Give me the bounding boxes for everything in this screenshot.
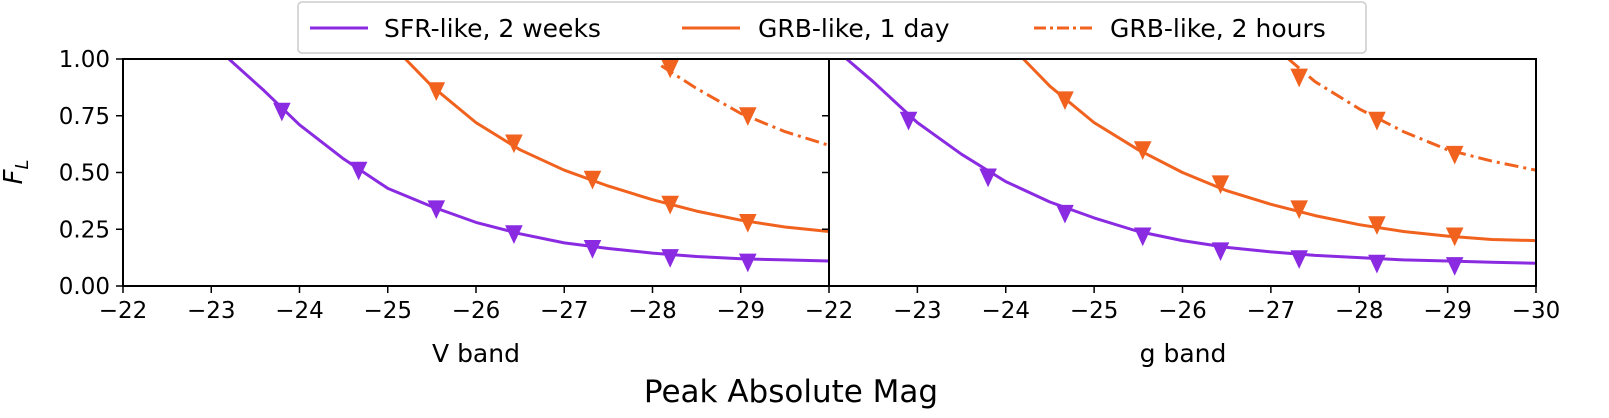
panel-label-v-band: V band [432, 339, 520, 368]
legend-box [297, 1, 1367, 54]
series-line-sfr-like-2-weeks [227, 59, 829, 263]
x-tick-label: −26 [1158, 298, 1207, 324]
x-tick-label: −25 [1070, 298, 1119, 324]
x-tick-label: −30 [1512, 298, 1561, 324]
data-marker-sfr-like-2-weeks [427, 200, 446, 219]
data-marker-grb-like-1-day [1133, 141, 1152, 160]
x-tick-label: −27 [540, 298, 589, 324]
data-marker-grb-like-2-hours [661, 59, 679, 79]
y-tick-label: 0.75 [59, 104, 110, 130]
x-tick-label: −29 [1423, 298, 1472, 324]
data-marker-sfr-like-2-weeks [273, 102, 291, 122]
data-marker-sfr-like-2-weeks [583, 240, 602, 259]
series-line-sfr-like-2-weeks [845, 59, 1536, 265]
y-axis-title: FL [0, 160, 33, 185]
data-marker-sfr-like-2-weeks [505, 225, 523, 244]
data-marker-grb-like-1-day [661, 195, 679, 215]
data-marker-grb-like-1-day [739, 213, 757, 233]
data-marker-grb-like-1-day [1056, 91, 1074, 111]
data-marker-sfr-like-2-weeks [1133, 227, 1152, 247]
data-marker-sfr-like-2-weeks [739, 253, 757, 273]
axes-frame [122, 58, 830, 287]
x-tick-label: −22 [805, 298, 854, 324]
series-line-grb-like-2-hours [1287, 59, 1536, 172]
data-marker-sfr-like-2-weeks [979, 168, 997, 188]
panel-v-band: −22 −23 −24 −25 −26 −27 −28 −29 0.00 0.25 0.50 0.75… [59, 47, 830, 324]
legend-label-sfr-2-weeks: SFR-like, 2 weeks [384, 14, 601, 43]
series-line-grb-like-2-hours [660, 64, 829, 147]
x-tick-label: −23 [187, 298, 236, 324]
x-tick-label: −23 [893, 298, 942, 324]
x-tick-label: −26 [452, 298, 501, 324]
x-tick-label: −28 [628, 298, 677, 324]
data-marker-grb-like-2-hours [1445, 145, 1464, 165]
x-tick-label: −24 [981, 298, 1030, 324]
series-line-grb-like-1-day [404, 59, 829, 233]
y-tick-label: 1.00 [59, 47, 110, 73]
legend: SFR-like, 2 weeks GRB-like, 1 day GRB-li… [297, 1, 1367, 54]
legend-label-grb-2-hours: GRB-like, 2 hours [1110, 14, 1326, 43]
x-tick-label: −28 [1335, 298, 1384, 324]
data-marker-grb-like-1-day [427, 82, 446, 101]
x-tick-label: −29 [716, 298, 765, 324]
data-marker-sfr-like-2-weeks [899, 111, 918, 131]
data-marker-grb-like-1-day [1368, 216, 1386, 235]
plot-area [845, 59, 1536, 276]
data-marker-sfr-like-2-weeks [1368, 254, 1386, 274]
data-marker-grb-like-2-hours [1290, 68, 1308, 88]
x-tick-label: −25 [363, 298, 412, 324]
y-tick-label: 0.50 [59, 161, 110, 187]
data-marker-grb-like-1-day [1211, 175, 1230, 195]
y-tick-label: 0.25 [59, 217, 110, 243]
data-marker-grb-like-1-day [1290, 200, 1308, 219]
data-marker-sfr-like-2-weeks [349, 161, 368, 181]
legend-label-grb-1-day: GRB-like, 1 day [758, 14, 950, 43]
data-marker-sfr-like-2-weeks [1290, 250, 1308, 269]
plot-area [227, 59, 829, 273]
data-marker-sfr-like-2-weeks [1211, 242, 1230, 261]
panel-g-band: −22 −23 −24 −25 −26 −27 −28 −29 −30 [805, 58, 1561, 324]
data-marker-grb-like-1-day [505, 134, 523, 154]
data-marker-grb-like-2-hours [1368, 111, 1386, 131]
data-marker-sfr-like-2-weeks [661, 249, 679, 268]
data-marker-sfr-like-2-weeks [1056, 204, 1074, 224]
data-marker-sfr-like-2-weeks [1445, 257, 1464, 276]
x-tick-label: −27 [1247, 298, 1296, 324]
x-tick-label: −24 [275, 298, 324, 324]
x-tick-label: −22 [99, 298, 148, 324]
y-tick-label: 0.00 [59, 274, 110, 300]
x-axis-title: Peak Absolute Mag [644, 374, 938, 410]
panel-label-g-band: g band [1140, 339, 1227, 368]
data-marker-grb-like-1-day [1445, 227, 1464, 247]
data-marker-grb-like-2-hours [739, 107, 757, 126]
data-marker-grb-like-1-day [583, 170, 602, 190]
series-line-grb-like-1-day [1022, 59, 1536, 243]
